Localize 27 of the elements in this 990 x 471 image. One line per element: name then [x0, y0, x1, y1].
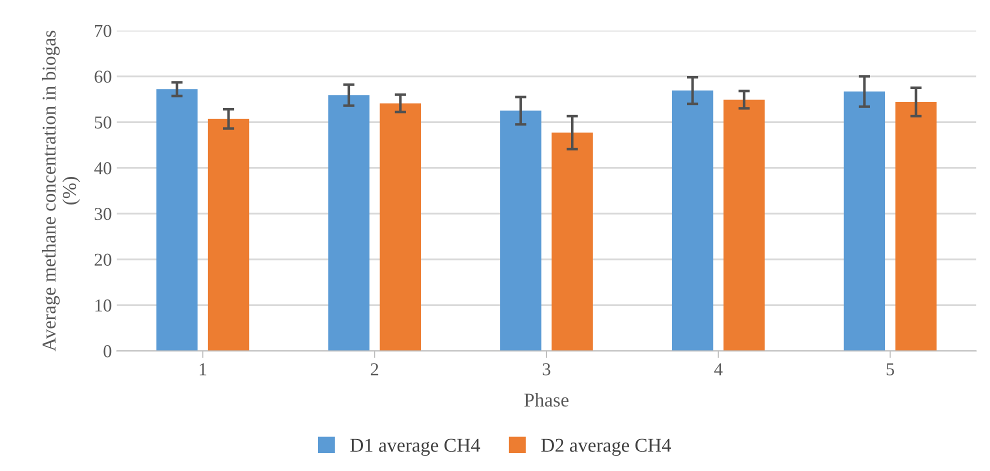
- y-tick-label: 70: [95, 24, 112, 38]
- x-tick-label: 4: [714, 363, 723, 376]
- bar: [844, 91, 886, 351]
- y-tick-label: 50: [94, 116, 112, 129]
- bar: [208, 118, 250, 351]
- legend-label: D1 average CH4: [350, 438, 480, 456]
- y-tick-label: 20: [94, 254, 112, 266]
- bar: [724, 100, 765, 351]
- y-tick-label: 40: [94, 162, 112, 174]
- bar: [672, 90, 714, 351]
- x-tick-label: 1: [200, 363, 206, 376]
- y-axis-title: Average methane concentration in biogas (%): [42, 30, 80, 352]
- x-tick-label: 5: [886, 363, 894, 376]
- y-tick-label: 0: [104, 345, 112, 358]
- y-tick-label: 60: [94, 70, 112, 83]
- x-tick-label: 2: [370, 363, 378, 376]
- bar: [380, 103, 422, 351]
- bar: [500, 110, 542, 351]
- legend-label: D2 average CH4: [541, 438, 672, 456]
- y-tick-label: 10: [95, 299, 112, 312]
- x-axis-title: Phase: [524, 392, 568, 407]
- x-tick-label: 3: [542, 363, 550, 376]
- bar: [328, 95, 370, 351]
- bar: [895, 102, 937, 351]
- y-tick-label: 30: [94, 208, 112, 220]
- bar: [552, 132, 593, 351]
- bar: [156, 89, 198, 351]
